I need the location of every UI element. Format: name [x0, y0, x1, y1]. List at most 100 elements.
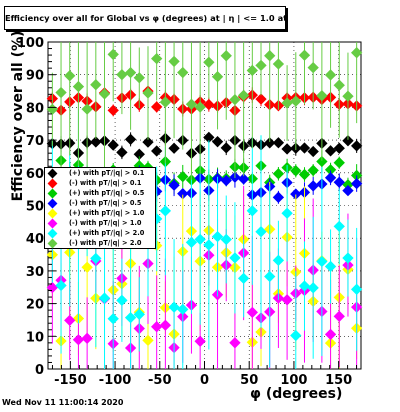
data-point — [333, 176, 345, 188]
data-point — [177, 188, 189, 200]
data-point — [211, 230, 224, 243]
data-point — [350, 177, 363, 190]
data-point — [333, 220, 345, 233]
y-tick-label: 60 — [26, 167, 44, 182]
x-tick-label: 150 — [325, 373, 352, 388]
data-point — [194, 233, 206, 246]
legend-marker — [47, 188, 58, 199]
chart-title: Efficiency over all for Global vs φ (deg… — [4, 6, 286, 30]
data-point — [237, 173, 250, 185]
legend-label: (+) with pT/|q| > 2.0 — [69, 229, 145, 237]
data-point — [272, 168, 285, 180]
data-point — [307, 164, 319, 177]
data-point — [298, 280, 311, 292]
data-point — [159, 205, 172, 217]
legend-label: (-) with pT/|q| > 0.1 — [69, 179, 142, 187]
data-point — [333, 310, 345, 322]
data-point — [177, 170, 189, 183]
x-tick-label: 50 — [240, 373, 258, 388]
timestamp: Wed Nov 11 11:00:14 2020 — [2, 398, 124, 407]
y-tick-label: 30 — [26, 265, 44, 280]
data-point — [342, 135, 354, 147]
legend: (+) with pT/|q| > 0.1 (-) with pT/|q| > … — [44, 167, 156, 249]
legend-label: (+) with pT/|q| > 0.1 — [69, 169, 145, 177]
data-point — [220, 142, 232, 154]
data-point — [272, 191, 285, 203]
data-point — [220, 174, 232, 187]
data-point — [272, 254, 285, 266]
legend-marker — [47, 218, 58, 229]
data-point — [168, 301, 180, 313]
legend-entry: (+) with pT/|q| > 2.0 — [45, 228, 155, 239]
data-point — [151, 145, 163, 157]
y-axis-label: Efficiency over all (%) — [10, 30, 26, 202]
data-point — [255, 226, 267, 238]
y-tick-label: 90 — [26, 69, 44, 84]
legend-entry: (-) with pT/|q| > 1.0 — [45, 218, 155, 229]
legend-marker — [47, 208, 58, 219]
data-point — [324, 145, 337, 157]
data-point — [246, 306, 258, 319]
legend-entry: (-) with pT/|q| > 0.1 — [45, 178, 155, 189]
y-tick-label: 100 — [17, 36, 44, 51]
legend-label: (+) with pT/|q| > 1.0 — [69, 209, 145, 217]
x-tick-label: -100 — [99, 373, 132, 388]
data-point — [264, 137, 276, 149]
y-tick-label: 70 — [26, 134, 44, 149]
data-point — [281, 207, 293, 219]
data-point — [159, 319, 172, 331]
data-point — [307, 282, 319, 294]
data-point — [168, 142, 180, 154]
data-point — [350, 283, 363, 295]
data-point — [55, 86, 67, 99]
data-point — [133, 148, 145, 160]
data-point — [316, 255, 328, 268]
data-point — [333, 157, 345, 169]
legend-label: (-) with pT/|q| > 2.0 — [69, 239, 142, 247]
data-point — [124, 133, 137, 146]
legend-label: (+) with pT/|q| > 0.5 — [69, 189, 145, 197]
legend-entry: (-) with pT/|q| > 2.0 — [45, 238, 155, 249]
data-point — [90, 252, 102, 265]
data-point — [203, 131, 215, 144]
y-tick-label: 50 — [26, 200, 44, 215]
y-tick-label: 40 — [26, 232, 44, 247]
legend-entry: (-) with pT/|q| > 0.5 — [45, 198, 155, 209]
data-point — [342, 179, 354, 191]
data-point — [324, 328, 337, 341]
data-point — [298, 142, 311, 154]
data-point — [107, 48, 119, 61]
data-point — [342, 184, 354, 197]
data-point — [246, 205, 258, 217]
legend-marker — [47, 228, 58, 239]
legend-label: (-) with pT/|q| > 0.5 — [69, 199, 142, 207]
axes: 0 10 20 30 40 50 60 70 80 90 100 -150 -100 -50 0 50 100 1… — [17, 36, 358, 388]
data-point — [194, 335, 206, 347]
data-point — [316, 155, 328, 168]
data-point — [124, 311, 137, 324]
legend-entry: (+) with pT/|q| > 0.5 — [45, 188, 155, 199]
data-point — [185, 236, 198, 249]
data-point — [298, 49, 311, 61]
data-point — [229, 337, 241, 349]
x-tick-label: -150 — [54, 373, 87, 388]
data-point — [290, 329, 302, 342]
y-tick-label: 80 — [26, 101, 44, 116]
data-point — [307, 180, 319, 192]
legend-entry: (+) with pT/|q| > 0.1 — [45, 168, 155, 179]
y-tick-label: 0 — [35, 363, 44, 378]
legend-entry: (+) with pT/|q| > 1.0 — [45, 208, 155, 219]
data-point — [220, 233, 232, 246]
data-point — [168, 179, 180, 191]
data-point — [272, 137, 285, 149]
y-tick-label: 20 — [26, 298, 44, 313]
legend-marker — [47, 198, 58, 209]
data-point — [177, 303, 189, 316]
data-point — [324, 172, 337, 184]
data-point — [324, 164, 337, 176]
legend-marker — [47, 238, 58, 249]
data-point — [324, 260, 337, 273]
x-tick-label: 0 — [200, 373, 209, 388]
data-point — [151, 321, 163, 333]
data-point — [142, 334, 154, 347]
